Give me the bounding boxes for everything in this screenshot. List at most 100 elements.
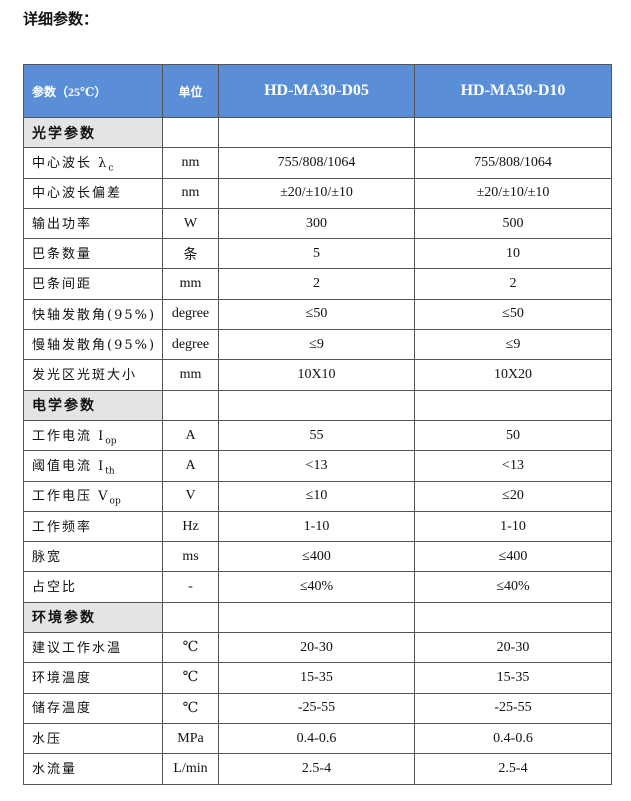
param-name: 中心波长偏差 [23,177,163,209]
value-model-2: 2.5-4 [414,753,612,785]
unit-cell: mm [162,268,219,300]
section-title: 电学参数 [23,389,163,421]
param-name: 环境温度 [23,662,163,694]
value-model-1: 1-10 [218,510,415,543]
param-name: 工作电流 Iop [23,419,163,452]
param-name: 储存温度 [23,692,163,724]
value-model-2: 20-30 [414,632,612,664]
param-name: 快轴发散角(95%) [23,298,163,331]
value-model-1: ≤40% [218,571,415,603]
unit-cell: mm [162,359,219,391]
param-subscript: op [105,436,117,447]
param-label: 储存温度 [32,701,93,717]
value-model-1: 2.5-4 [218,753,415,785]
value-model-2: 755/808/1064 [414,147,612,179]
value-model-1: ≤9 [218,329,415,361]
empty-cell [162,116,219,149]
table-row: 建议工作水温 ℃ 20-30 20-30 [23,632,612,664]
empty-cell [414,601,612,634]
table-row: 工作频率 Hz 1-10 1-10 [23,510,612,543]
value-model-1: ±20/±10/±10 [218,177,415,209]
param-label: 输出功率 [32,216,93,232]
value-model-2: <13 [414,450,612,482]
table-row: 中心波长偏差 nm ±20/±10/±10 ±20/±10/±10 [23,177,612,209]
param-label: 脉宽 [32,550,63,565]
value-model-2: ≤20 [414,480,612,512]
table-row: 工作电压 Vop V ≤10 ≤20 [23,480,612,512]
empty-cell [218,601,415,634]
unit-cell: V [162,480,219,512]
unit-cell: A [162,450,219,482]
value-model-2: 10X20 [414,359,612,391]
value-model-1: 300 [218,207,415,240]
param-label: 发光区光斑大小 [32,368,138,384]
value-model-2: ≤50 [414,298,612,331]
unit-cell: A [162,419,219,452]
value-model-2: 0.4-0.6 [414,722,612,755]
unit-cell: 条 [162,238,219,270]
param-name: 工作电压 Vop [23,480,163,512]
table-row: 巴条间距 mm 2 2 [23,268,612,300]
param-name: 工作频率 [23,510,163,543]
param-label: 慢轴发散角(95%) [32,337,157,353]
table-row: 阈值电流 Ith A <13 <13 [23,450,612,482]
param-label: 占空比 [32,580,78,596]
unit-cell: W [162,207,219,240]
param-label: 中心波长偏差 [32,186,123,202]
param-subscript: op [109,497,121,507]
value-model-1: 10X10 [218,359,415,391]
value-model-2: 15-35 [414,662,612,694]
table-row: 环境温度 ℃ 15-35 15-35 [23,662,612,694]
unit-cell: degree [162,329,219,361]
value-model-1: 2 [218,268,415,300]
table-row: 工作电流 Iop A 55 50 [23,419,612,452]
table-row: 储存温度 ℃ -25-55 -25-55 [23,692,612,724]
value-model-2: 1-10 [414,510,612,543]
param-name: 发光区光斑大小 [23,359,163,391]
param-name: 输出功率 [23,207,163,240]
param-name: 水流量 [23,753,163,785]
param-name: 巴条数量 [23,238,163,270]
table-header-row: 参数（25℃） 单位 HD-MA30-D05 HD-MA50-D10 [23,64,612,118]
section-title: 光学参数 [23,116,163,149]
header-model-2: HD-MA50-D10 [414,64,612,118]
table-row: 占空比 - ≤40% ≤40% [23,571,612,603]
value-model-2: 10 [414,238,612,270]
section-row: 环境参数 [23,601,612,634]
param-label: 工作电流 I [32,428,106,444]
value-model-2: ≤9 [414,329,612,361]
param-name: 脉宽 [23,541,163,573]
param-label: 工作电压 V [32,489,110,505]
value-model-2: ≤400 [414,541,612,573]
value-model-1: 20-30 [218,632,415,664]
header-param: 参数（25℃） [23,64,163,118]
page-title: 详细参数： [23,10,99,28]
param-label: 快轴发散角(95%) [32,307,157,323]
value-model-1: 0.4-0.6 [218,722,415,755]
empty-cell [414,116,612,149]
table-row: 发光区光斑大小 mm 10X10 10X20 [23,359,612,391]
param-label: 阈值电流 I [32,459,106,475]
header-model-1: HD-MA30-D05 [218,64,415,118]
value-model-1: 55 [218,419,415,452]
table-row: 中心波长 λc nm 755/808/1064 755/808/1064 [23,147,612,179]
table-row: 水流量 L/min 2.5-4 2.5-4 [23,753,612,785]
value-model-2: 50 [414,419,612,452]
value-model-1: ≤50 [218,298,415,331]
value-model-1: 5 [218,238,415,270]
param-label: 建议工作水温 [32,640,123,656]
unit-cell: L/min [162,753,219,785]
unit-cell: nm [162,177,219,209]
param-name: 水压 [23,722,163,755]
value-model-1: ≤400 [218,541,415,573]
unit-cell: ℃ [162,692,219,724]
table-row: 巴条数量 条 5 10 [23,238,612,270]
param-label: 巴条数量 [32,247,93,263]
unit-cell: Hz [162,510,219,543]
value-model-2: ±20/±10/±10 [414,177,612,209]
param-subscript: c [108,163,114,174]
unit-cell: degree [162,298,219,331]
table-row: 水压 MPa 0.4-0.6 0.4-0.6 [23,722,612,755]
param-subscript: th [105,466,115,477]
param-name: 巴条间距 [23,268,163,300]
